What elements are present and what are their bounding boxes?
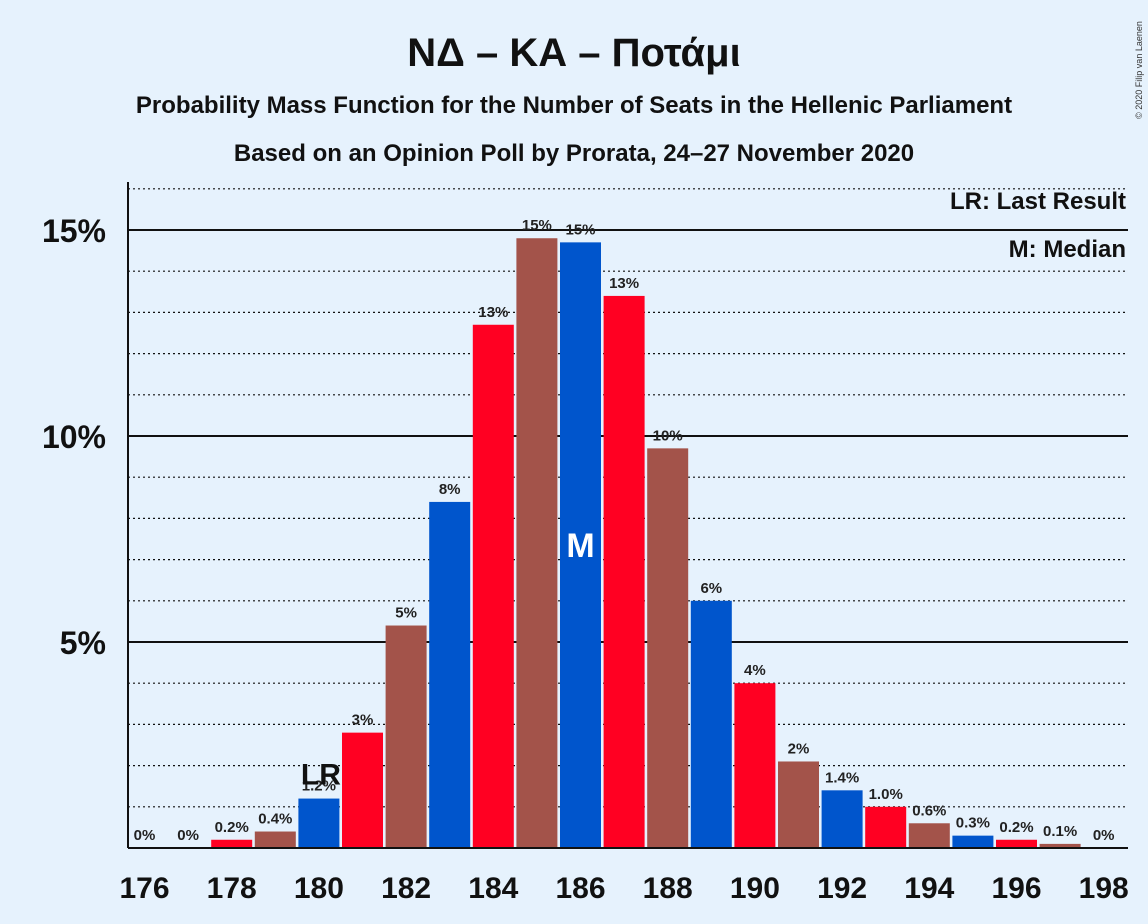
x-tick-label: 196 — [991, 872, 1041, 905]
y-tick-label: 5% — [60, 625, 106, 661]
copyright-notice: © 2020 Filip van Laenen — [1134, 21, 1144, 119]
x-tick-label: 188 — [643, 872, 693, 905]
chart-subtitle: Probability Mass Function for the Number… — [136, 92, 1012, 119]
chart-subtitle-poll: Based on an Opinion Poll by Prorata, 24–… — [234, 140, 914, 167]
data-label-195: 0.3% — [956, 815, 990, 832]
data-label-178: 0.2% — [215, 819, 249, 836]
bar-181 — [342, 732, 383, 848]
axes: 5% 10% 15% 176 178 180 182 184 186 188 190 192 194 19… — [42, 182, 1129, 905]
y-tick-label: 15% — [42, 213, 106, 249]
x-tick-label: 190 — [730, 872, 780, 905]
bar-178 — [211, 839, 253, 848]
x-tick-label: 178 — [207, 872, 257, 905]
x-tick-label: 182 — [381, 872, 431, 905]
data-label-176: 0% — [134, 827, 156, 844]
chart-title: ΝΔ – ΚΑ – Ποτάμι — [407, 31, 740, 75]
data-label-188: 10% — [653, 427, 683, 444]
data-label-197: 0.1% — [1043, 823, 1077, 840]
x-tick-label: 184 — [468, 872, 518, 905]
legend-median: M: Median — [1009, 236, 1126, 263]
x-tick-label: 180 — [294, 872, 344, 905]
bar-187 — [603, 295, 645, 848]
data-label-193: 1.0% — [869, 786, 903, 803]
data-labels: 0% 0% 0.2% 0.4% 1.2% 3% 5% 8% 13% 15% 15% 13% 10% 6% 4… — [134, 217, 1115, 844]
bar-184 — [472, 324, 514, 848]
legend-last-result: LR: Last Result — [950, 188, 1126, 215]
data-label-198: 0% — [1093, 827, 1115, 844]
y-tick-label: 10% — [42, 419, 106, 455]
bar-185 — [516, 238, 558, 849]
bar-196 — [996, 839, 1037, 848]
bar-197 — [1039, 843, 1081, 848]
data-label-192: 1.4% — [825, 769, 859, 786]
legend: LR: Last Result M: Median — [950, 188, 1126, 263]
median-marker: M — [566, 527, 594, 565]
data-label-187: 13% — [609, 275, 639, 292]
bar-182 — [385, 625, 427, 848]
bar-183 — [429, 501, 471, 848]
bar-193 — [865, 806, 907, 848]
bar-190 — [734, 683, 776, 848]
bar-180 — [298, 798, 340, 848]
bar-188 — [647, 448, 689, 848]
bar-179 — [254, 831, 296, 848]
data-label-191: 2% — [788, 740, 810, 757]
bar-194 — [908, 823, 950, 848]
bar-195 — [952, 835, 994, 848]
data-label-177: 0% — [177, 827, 199, 844]
data-label-186: 15% — [565, 221, 595, 238]
data-label-183: 8% — [439, 481, 461, 498]
data-label-182: 5% — [395, 605, 417, 622]
bar-192 — [821, 790, 863, 848]
data-label-184: 13% — [478, 304, 508, 321]
data-label-189: 6% — [700, 580, 722, 597]
data-label-185: 15% — [522, 217, 552, 234]
bar-189 — [690, 600, 732, 848]
bar-191 — [778, 761, 819, 848]
bar-186 — [560, 242, 601, 849]
bars — [211, 238, 1081, 849]
x-tick-label: 198 — [1079, 872, 1129, 905]
x-tick-label: 194 — [904, 872, 954, 905]
last-result-marker: LR — [301, 759, 341, 792]
data-label-181: 3% — [352, 712, 374, 729]
x-tick-label: 192 — [817, 872, 867, 905]
x-tick-label: 176 — [119, 872, 169, 905]
data-label-194: 0.6% — [912, 802, 946, 819]
data-label-180: 1.2% — [302, 778, 336, 795]
data-label-179: 0.4% — [258, 811, 292, 828]
data-label-190: 4% — [744, 662, 766, 679]
x-tick-label: 186 — [555, 872, 605, 905]
data-label-196: 0.2% — [999, 819, 1033, 836]
